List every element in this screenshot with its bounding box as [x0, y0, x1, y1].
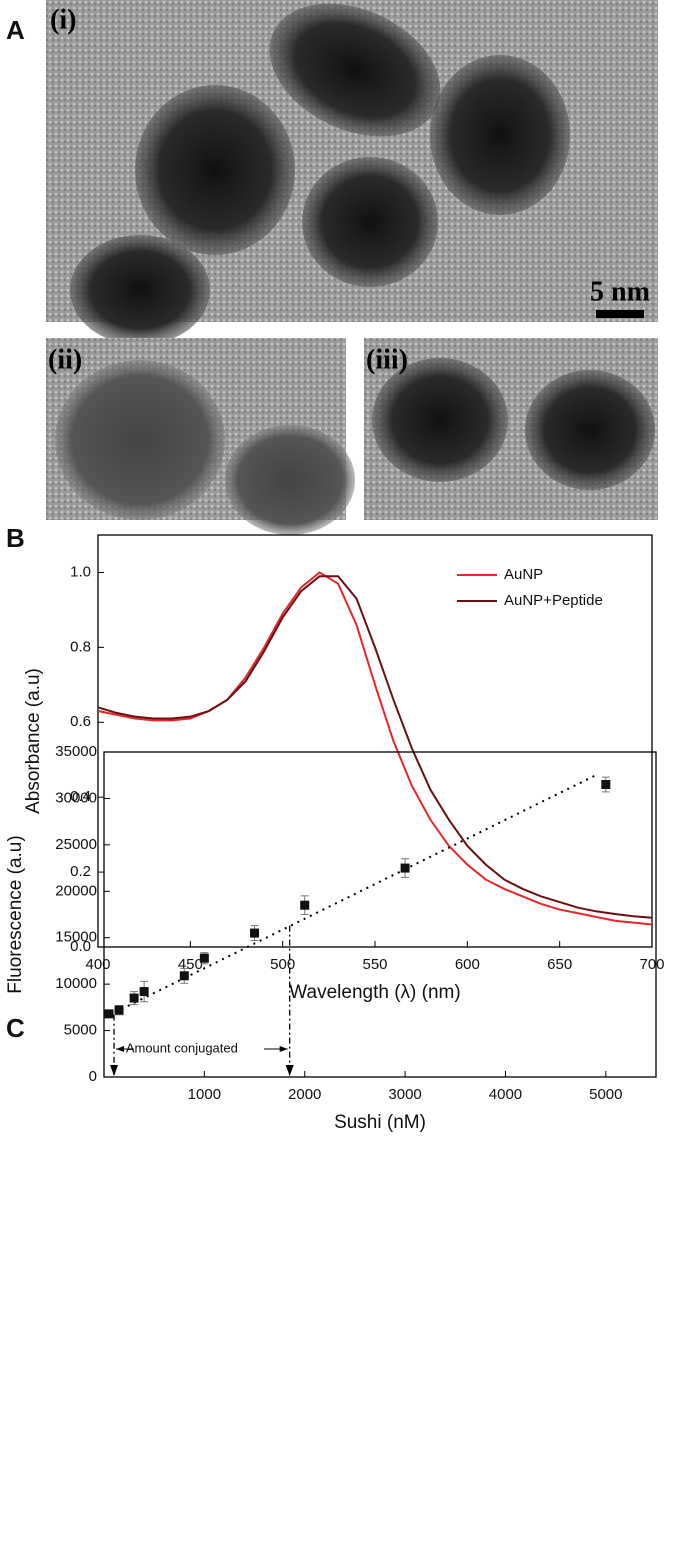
x-tick-label: 400 [85, 956, 110, 973]
image-label: (ii) [48, 344, 82, 375]
point [199, 953, 209, 963]
point [104, 1009, 114, 1019]
point [400, 863, 410, 873]
y-axis-title: Absorbance (a.u) [23, 668, 44, 814]
line [97, 571, 653, 926]
plot-frame [103, 751, 657, 1078]
y-tick-label: 0.0 [70, 938, 91, 955]
x-tick-label: 2000 [288, 1086, 321, 1103]
x-tick-label: 1000 [188, 1086, 221, 1103]
x-tick-label: 550 [362, 956, 387, 973]
point [250, 928, 260, 938]
x-tick-label: 450 [178, 956, 203, 973]
x-tick-label: 5000 [589, 1086, 622, 1103]
y-tick-label: 30000 [55, 789, 97, 806]
y-tick-label: 0.8 [70, 638, 91, 655]
point [601, 780, 611, 789]
panel-label: A [6, 15, 25, 45]
y-tick-label: 25000 [55, 836, 97, 853]
legend-label: AuNP+Peptide [504, 592, 603, 609]
annotation-bg [134, 1040, 265, 1058]
annotation: Amount conjugated [126, 1040, 238, 1055]
x-tick-label: 500 [270, 956, 295, 973]
x-axis-title: Wavelength (λ) (nm) [289, 982, 460, 1003]
x-tick-label: 3000 [388, 1086, 421, 1103]
y-tick-label: 1.0 [70, 563, 91, 580]
x-tick-label: 650 [547, 956, 572, 973]
point [300, 900, 310, 910]
point [179, 971, 189, 981]
point [139, 987, 149, 997]
line [97, 575, 653, 919]
y-tick-label: 0.2 [70, 863, 91, 880]
legend-label: AuNP [504, 566, 543, 583]
image-label: (iii) [366, 344, 408, 375]
y-tick-label: 10000 [55, 975, 97, 992]
y-tick-label: 20000 [55, 882, 97, 899]
arrow-head [285, 1065, 294, 1076]
point [114, 1005, 124, 1015]
x-axis-title: Sushi (nM) [334, 1112, 426, 1133]
tem-images [46, 0, 658, 535]
scale-bar-label: 5 nm [590, 276, 650, 307]
y-tick-label: 15000 [55, 929, 97, 946]
y-tick-label: 0.6 [70, 713, 91, 730]
y-axis-title: Fluorescence (a.u) [5, 835, 26, 993]
y-tick-label: 0 [89, 1068, 97, 1085]
point [129, 993, 139, 1003]
y-tick-label: 0.4 [70, 788, 91, 805]
y-tick-label: 5000 [64, 1022, 97, 1039]
image-label: (i) [50, 4, 76, 35]
panel-label: B [6, 523, 25, 553]
arrow-head [110, 1065, 119, 1076]
x-tick-label: 4000 [489, 1086, 522, 1103]
panel-label: C [6, 1013, 25, 1043]
x-tick-label: 700 [639, 956, 664, 973]
y-tick-label: 35000 [55, 743, 97, 760]
x-tick-label: 600 [455, 956, 480, 973]
